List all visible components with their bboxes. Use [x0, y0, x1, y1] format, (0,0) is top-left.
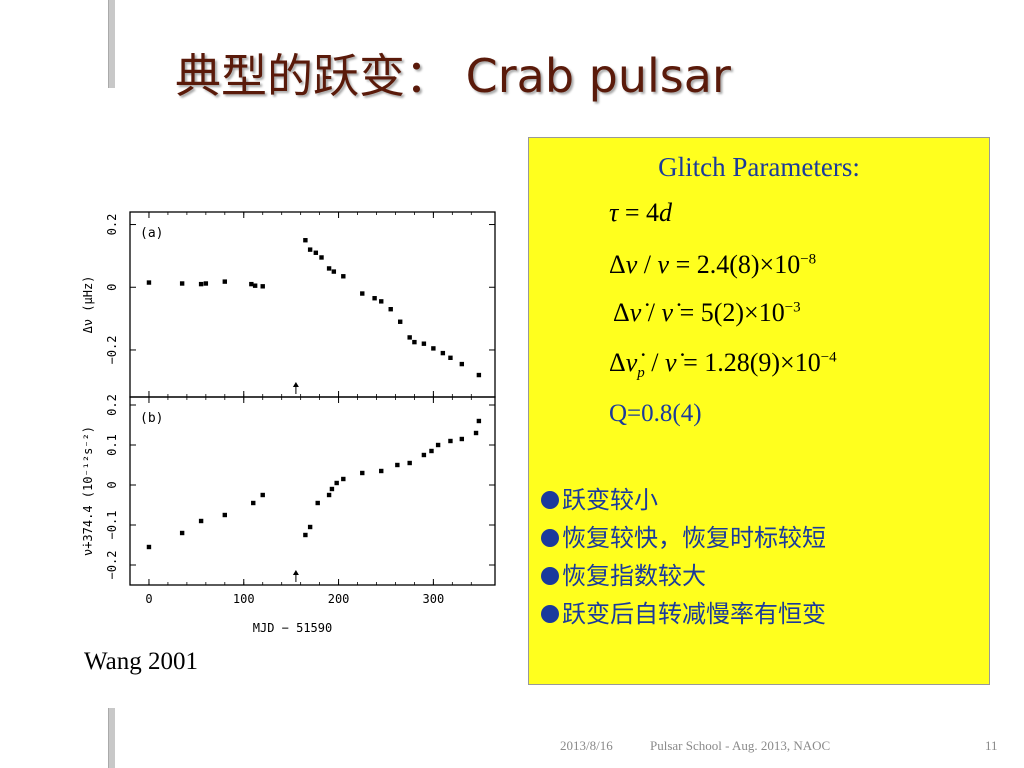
plot-frame — [129, 396, 496, 586]
data-point — [412, 339, 417, 345]
data-point — [303, 532, 308, 538]
data-point — [341, 274, 346, 279]
data-point — [326, 492, 332, 498]
top-accent-bar — [108, 0, 115, 88]
slide-title: 典型的跃变： Crab pulsar — [175, 49, 731, 103]
data-point — [395, 462, 400, 468]
y-tick-label: 0.2 — [105, 394, 119, 416]
data-point — [307, 247, 313, 252]
data-point — [397, 319, 403, 324]
x-tick-label: 200 — [328, 592, 350, 606]
data-point — [435, 442, 441, 448]
data-point — [431, 346, 436, 351]
equation-delta-nu: Δν / ν = 2.4(8)×10−8 — [609, 250, 817, 279]
panel-label: (a) — [140, 226, 163, 241]
panel-title: Glitch Parameters: — [658, 152, 860, 182]
bullet-item: 恢复较快，恢复时标较短 — [541, 519, 826, 557]
data-point — [448, 355, 453, 361]
data-point — [331, 269, 337, 274]
data-point — [260, 284, 265, 289]
glitch-chart: 0.2 0 −0.2 (a) Δν (μHz) 0.2 0.1 0 −0.1 −0.2 (b) ν̇+… — [81, 211, 496, 635]
data-point — [222, 279, 228, 284]
data-point — [448, 438, 453, 444]
bullet-item: 恢复指数较大 — [541, 557, 826, 595]
y-axis-label: Δν (μHz) — [81, 276, 95, 334]
data-point — [329, 486, 335, 492]
data-point — [315, 500, 320, 506]
data-point — [459, 361, 465, 367]
bullet-list: 跃变较小 恢复较快，恢复时标较短 恢复指数较大 跃变后自转减慢率有恒变 — [541, 481, 826, 633]
y-tick-label: 0.2 — [105, 214, 119, 236]
data-point — [388, 307, 393, 312]
bullet-item: 跃变后自转减慢率有恒变 — [541, 595, 826, 633]
chart-credit: Wang 2001 — [84, 648, 198, 675]
data-point — [476, 372, 482, 378]
data-point — [319, 255, 324, 260]
data-point — [379, 468, 384, 474]
y-tick-label: −0.1 — [105, 511, 119, 540]
equation-delta-nudot-p: Δν̇p / ν̇ = 1.28(9)×10−4 — [609, 348, 837, 382]
data-point — [476, 418, 482, 424]
recovery-fraction-q: Q=0.8(4) — [609, 400, 702, 427]
equation-delta-nudot: Δν̇ / ν̇ = 5(2)×10−3 — [613, 298, 801, 327]
glitch-parameters-panel: Glitch Parameters: τ = 4d Δν / ν = 2.4(8… — [528, 137, 990, 685]
data-point — [407, 335, 412, 340]
x-axis-label: MJD − 51590 — [253, 621, 332, 635]
data-point — [252, 283, 258, 288]
data-point — [222, 512, 228, 518]
data-point — [407, 460, 412, 466]
data-point — [198, 281, 204, 287]
bullet-dot-icon — [541, 605, 559, 623]
y-tick-label: −0.2 — [105, 336, 119, 365]
equation-tau: τ = 4d — [609, 198, 672, 227]
footer-date: 2013/8/16 — [560, 738, 613, 753]
footer-page-number: 11 — [985, 738, 998, 753]
data-point — [341, 476, 346, 482]
data-point — [146, 280, 152, 285]
data-point — [421, 452, 427, 458]
data-point — [198, 518, 204, 524]
data-point — [146, 544, 152, 550]
y-tick-label: −0.2 — [105, 551, 119, 580]
data-point — [421, 341, 427, 346]
data-point — [203, 281, 209, 286]
data-point — [326, 266, 332, 271]
bullet-item: 跃变较小 — [541, 481, 826, 519]
glitch-arrow-head — [292, 382, 299, 387]
data-point — [307, 524, 313, 530]
data-point — [334, 480, 339, 486]
x-tick-label: 300 — [423, 592, 445, 606]
bullet-dot-icon — [541, 491, 559, 509]
y-tick-label: 0 — [105, 284, 119, 291]
y-axis-label: ν̇+374.4 (10⁻¹²s⁻²) — [81, 426, 95, 556]
data-point — [179, 530, 185, 536]
data-point — [360, 470, 365, 476]
bullet-dot-icon — [541, 567, 559, 585]
data-point — [313, 250, 319, 255]
data-point — [360, 291, 365, 296]
y-tick-label: 0 — [105, 481, 119, 488]
data-point — [251, 500, 256, 506]
data-point — [179, 281, 185, 286]
bullet-dot-icon — [541, 529, 559, 547]
plot-frame — [129, 211, 496, 398]
panel-label: (b) — [140, 411, 163, 426]
data-point — [429, 448, 434, 454]
y-tick-label: 0.1 — [105, 434, 119, 456]
glitch-arrow-head — [292, 570, 299, 575]
x-tick-label: 0 — [145, 592, 152, 606]
data-point — [440, 350, 446, 356]
data-point — [379, 299, 384, 304]
bottom-accent-bar — [108, 708, 115, 768]
data-point — [303, 238, 308, 243]
data-point — [459, 436, 465, 442]
data-point — [473, 430, 479, 436]
x-tick-label: 100 — [233, 592, 255, 606]
data-point — [372, 296, 377, 301]
footer-center: Pulsar School - Aug. 2013, NAOC — [650, 738, 831, 753]
data-point — [249, 281, 254, 287]
data-point — [260, 492, 265, 498]
